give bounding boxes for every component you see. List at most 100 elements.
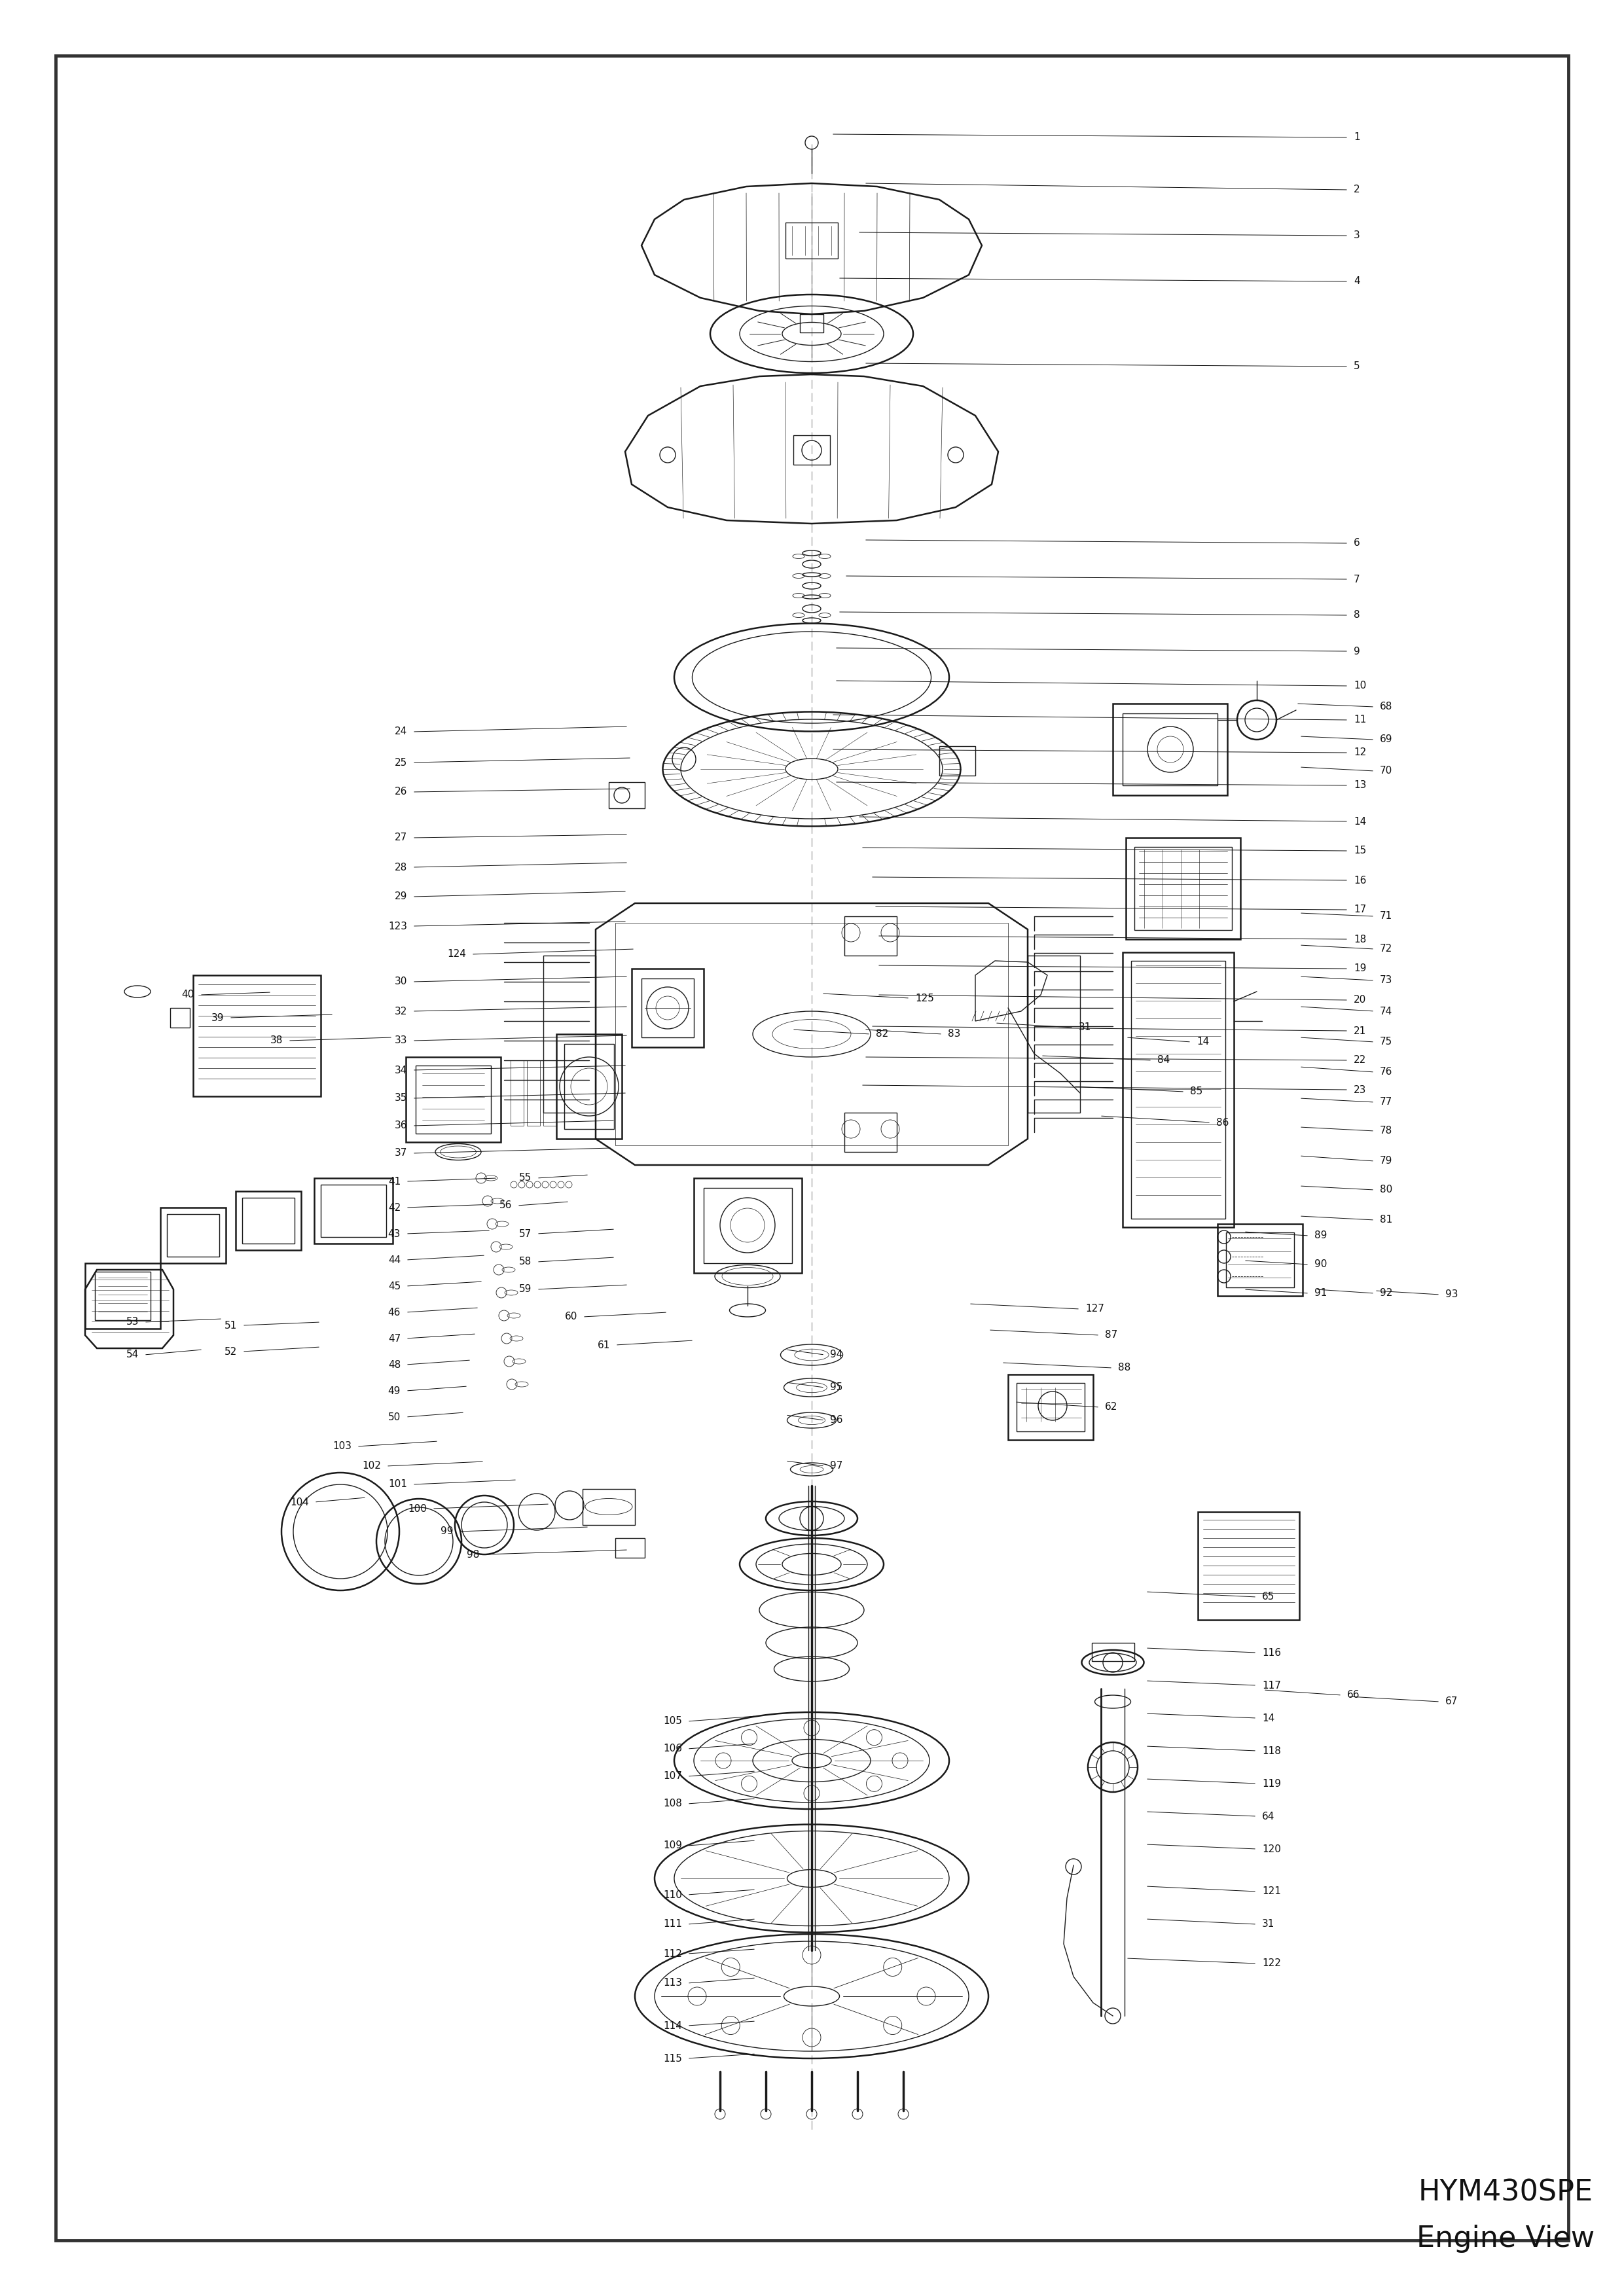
Text: 19: 19 <box>1354 964 1366 974</box>
Text: 5: 5 <box>1354 360 1359 372</box>
Text: 97: 97 <box>830 1460 843 1472</box>
Text: 10: 10 <box>1354 682 1366 691</box>
Text: 83: 83 <box>948 1029 960 1040</box>
Text: 88: 88 <box>1117 1364 1130 1373</box>
Bar <box>94 1272 151 1320</box>
Text: 66: 66 <box>1348 1690 1359 1699</box>
Text: 33: 33 <box>395 1035 408 1045</box>
Text: 102: 102 <box>362 1460 382 1472</box>
Bar <box>844 1114 896 1153</box>
Text: 113: 113 <box>663 1979 682 1988</box>
Text: 103: 103 <box>333 1442 351 1451</box>
Text: 51: 51 <box>224 1320 237 1329</box>
Bar <box>1122 953 1234 1226</box>
Bar <box>693 1178 802 1272</box>
Text: 111: 111 <box>663 1919 682 1929</box>
Bar <box>557 1033 622 1139</box>
Text: 109: 109 <box>663 1841 682 1851</box>
Bar <box>794 436 830 464</box>
Text: 101: 101 <box>388 1479 408 1490</box>
Text: 125: 125 <box>914 994 934 1003</box>
Text: 84: 84 <box>1158 1056 1169 1065</box>
Text: 27: 27 <box>395 833 408 843</box>
Text: 112: 112 <box>663 1949 682 1958</box>
Text: 30: 30 <box>395 976 408 987</box>
Text: 79: 79 <box>1380 1157 1392 1166</box>
Text: 26: 26 <box>395 788 408 797</box>
Bar <box>167 1215 219 1256</box>
Text: 11: 11 <box>1354 714 1366 726</box>
Text: 58: 58 <box>520 1256 531 1267</box>
Text: 1: 1 <box>1354 133 1359 142</box>
Bar <box>322 1185 387 1238</box>
Text: 45: 45 <box>388 1281 401 1290</box>
Text: 2: 2 <box>1354 186 1359 195</box>
Bar <box>564 1045 614 1130</box>
Bar <box>801 315 823 333</box>
Text: 38: 38 <box>270 1035 283 1045</box>
Text: 69: 69 <box>1380 735 1393 744</box>
Bar <box>242 1199 294 1244</box>
Text: 77: 77 <box>1380 1097 1392 1107</box>
Text: 61: 61 <box>598 1341 611 1350</box>
Text: 86: 86 <box>1216 1118 1229 1127</box>
Text: 32: 32 <box>395 1006 408 1017</box>
Text: 31: 31 <box>1262 1919 1275 1929</box>
Bar <box>416 1065 490 1134</box>
Bar <box>193 976 322 1095</box>
Text: 48: 48 <box>388 1359 401 1368</box>
Text: 14: 14 <box>1354 817 1366 827</box>
Text: 54: 54 <box>127 1350 138 1359</box>
Bar <box>406 1056 500 1141</box>
Text: 25: 25 <box>395 758 408 767</box>
Text: 127: 127 <box>1085 1304 1104 1313</box>
Text: 4: 4 <box>1354 276 1359 287</box>
Text: 115: 115 <box>663 2053 682 2064</box>
Text: 121: 121 <box>1262 1887 1281 1896</box>
Text: 114: 114 <box>663 2020 682 2030</box>
Text: 42: 42 <box>388 1203 401 1212</box>
Text: 15: 15 <box>1354 845 1366 856</box>
Text: 60: 60 <box>565 1311 578 1322</box>
Text: 41: 41 <box>388 1176 401 1187</box>
Bar <box>544 1061 557 1125</box>
Text: 99: 99 <box>440 1527 453 1536</box>
Bar <box>1028 955 1080 1114</box>
Bar <box>703 1187 793 1263</box>
Bar <box>615 1538 645 1557</box>
Text: 93: 93 <box>1445 1290 1458 1300</box>
Text: 68: 68 <box>1380 703 1392 712</box>
Bar <box>84 1263 161 1329</box>
Text: 70: 70 <box>1380 767 1392 776</box>
Text: 123: 123 <box>388 921 408 932</box>
Text: 107: 107 <box>663 1773 682 1782</box>
Text: 89: 89 <box>1314 1231 1327 1240</box>
Text: 49: 49 <box>388 1387 401 1396</box>
Bar <box>313 1178 393 1244</box>
Bar <box>583 1490 635 1525</box>
Bar <box>526 1061 541 1125</box>
Text: 118: 118 <box>1262 1745 1281 1756</box>
Bar <box>510 1061 523 1125</box>
Text: 78: 78 <box>1380 1125 1392 1137</box>
Text: 23: 23 <box>1354 1084 1366 1095</box>
Text: 76: 76 <box>1380 1068 1392 1077</box>
Text: 20: 20 <box>1354 994 1366 1006</box>
Text: 28: 28 <box>395 863 408 872</box>
Text: 62: 62 <box>1104 1403 1117 1412</box>
Text: 50: 50 <box>388 1412 401 1421</box>
Text: 22: 22 <box>1354 1056 1366 1065</box>
Bar <box>786 223 838 259</box>
Text: 16: 16 <box>1354 875 1366 886</box>
Text: 74: 74 <box>1380 1006 1392 1017</box>
Text: 56: 56 <box>499 1201 512 1210</box>
Bar <box>171 1008 190 1029</box>
Text: 8: 8 <box>1354 611 1359 620</box>
Text: 90: 90 <box>1314 1261 1327 1270</box>
Bar <box>939 746 976 776</box>
Bar <box>1226 1233 1294 1288</box>
Text: 59: 59 <box>518 1283 531 1295</box>
Text: 3: 3 <box>1354 230 1359 241</box>
Bar <box>632 969 703 1047</box>
Text: Engine View: Engine View <box>1416 2225 1595 2252</box>
